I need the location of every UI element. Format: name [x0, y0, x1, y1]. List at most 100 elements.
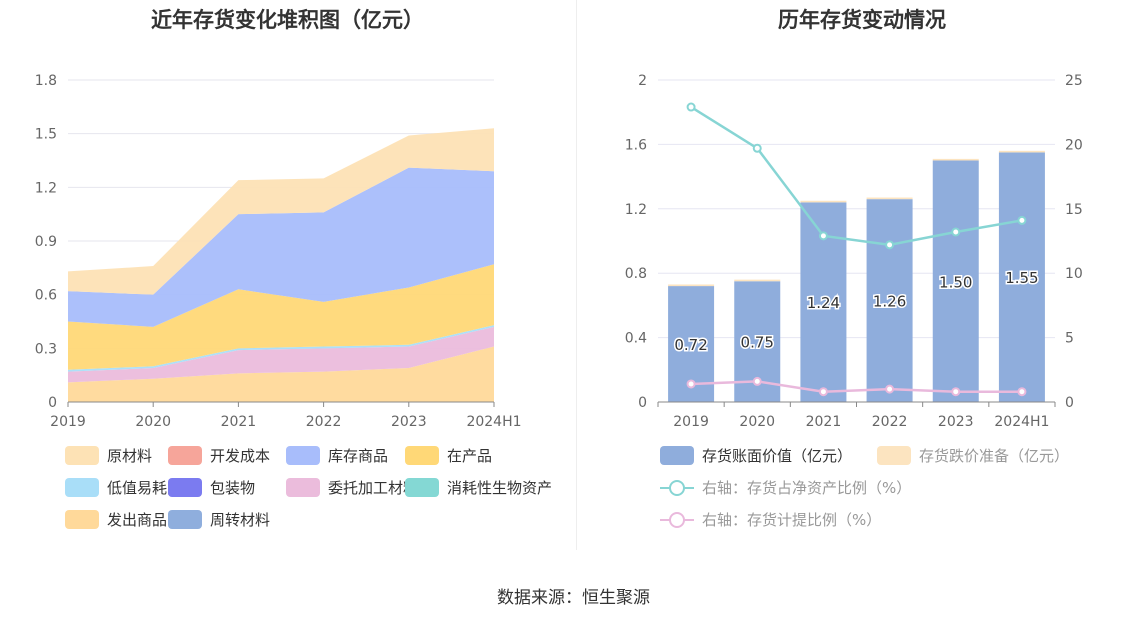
- left-legend-item[interactable]: 消耗性生物资产: [405, 477, 552, 498]
- provision-ratio-point: [752, 376, 762, 386]
- legend-label: 开发成本: [210, 447, 271, 465]
- provision-ratio-point: [951, 387, 961, 397]
- left-legend-item[interactable]: 库存商品: [286, 445, 388, 466]
- impairment-provision-bar: [668, 284, 715, 287]
- left-chart-title: 近年存货变化堆积图（亿元）: [151, 8, 424, 32]
- left-legend-item[interactable]: 低值易耗品: [65, 477, 182, 498]
- left-y-tick-label: 0: [48, 395, 57, 411]
- stacked-area-chart-panel: 近年存货变化堆积图（亿元） 0 0.3 0.6 0.9 1.2 1.5 1.8 2019 202…: [0, 0, 575, 560]
- left-x-tick-label: 2020: [135, 414, 171, 430]
- legend-label: 右轴：存货占净资产比例（%）: [702, 479, 912, 497]
- impairment-provision-bar: [734, 279, 781, 282]
- legend-label: 包装物: [210, 479, 256, 497]
- legend-label: 在产品: [447, 447, 493, 465]
- legend-label: 发出商品: [107, 511, 168, 529]
- net-asset-ratio-line: [690, 105, 1023, 247]
- left-legend-item[interactable]: 在产品: [405, 445, 492, 466]
- legend-swatch: [168, 446, 202, 465]
- legend-swatch: [660, 478, 694, 497]
- right-left-y-tick-label: 0: [638, 395, 647, 411]
- provision-ratio-point: [818, 387, 828, 397]
- legend-swatch: [286, 478, 320, 497]
- left-x-tick-label: 2022: [306, 414, 342, 430]
- area-series-9: [68, 128, 494, 295]
- legend-swatch: [65, 510, 99, 529]
- legend-label: 库存商品: [328, 447, 389, 465]
- right-legend-item[interactable]: 右轴：存货占净资产比例（%）: [660, 477, 911, 498]
- bar-value-label: 1.24: [807, 294, 840, 312]
- impairment-provision-bar: [998, 150, 1045, 153]
- left-legend-item[interactable]: 包装物: [168, 477, 255, 498]
- net-asset-ratio-point: [885, 240, 895, 250]
- right-left-y-tick-label: 0.4: [625, 331, 647, 347]
- left-legend-item[interactable]: 发出商品: [65, 509, 167, 530]
- left-y-tick-label: 1.2: [35, 180, 57, 196]
- right-x-tick-label: 2022: [872, 414, 908, 430]
- net-asset-ratio-point: [818, 231, 828, 241]
- area-series-7: [68, 264, 494, 370]
- right-right-y-tick-label: 0: [1065, 395, 1074, 411]
- left-legend-item[interactable]: 原材料: [65, 445, 152, 466]
- legend-label: 存货账面价值（亿元）: [702, 447, 853, 465]
- left-legend-item[interactable]: 周转材料: [168, 509, 270, 530]
- right-x-tick-label: 2021: [806, 414, 842, 430]
- legend-label: 委托加工材料: [328, 479, 419, 497]
- right-left-y-tick-label: 2: [638, 73, 647, 89]
- left-legend-item[interactable]: 开发成本: [168, 445, 270, 466]
- left-legend-item[interactable]: 委托加工材料: [286, 477, 418, 498]
- provision-ratio-point: [1017, 387, 1027, 397]
- legend-label: 存货跌价准备（亿元）: [919, 447, 1070, 465]
- left-y-tick-label: 0.9: [35, 234, 57, 250]
- provision-ratio-point: [885, 384, 895, 394]
- bar-value-label: 1.26: [873, 293, 906, 311]
- right-left-y-tick-label: 1.6: [625, 137, 647, 153]
- legend-swatch: [877, 446, 911, 465]
- bar-value-label: 0.75: [741, 334, 774, 352]
- inventory-value-bar: [998, 152, 1045, 402]
- area-series-8: [68, 167, 494, 327]
- impairment-provision-bar: [800, 200, 847, 203]
- stacked-area-chart: 0 0.3 0.6 0.9 1.2 1.5 1.8 2019 2020 2021 2022 2023 2…: [35, 73, 522, 430]
- inventory-value-bar: [932, 160, 979, 402]
- right-legend-item[interactable]: 存货账面价值（亿元）: [660, 445, 852, 466]
- inventory-change-chart-panel: 历年存货变动情况 0 0.4 0.8 1.2 1.6 2 0 5 10 15 20 25 0.72 0.7…: [577, 0, 1147, 560]
- area-series-3: [68, 325, 494, 372]
- area-series-1: [68, 326, 494, 383]
- left-y-tick-label: 1.5: [35, 127, 57, 143]
- inventory-value-bar: [866, 199, 913, 402]
- left-y-tick-label: 0.3: [35, 341, 57, 357]
- right-legend-item[interactable]: 存货跌价准备（亿元）: [877, 445, 1069, 466]
- right-x-tick-label: 2020: [739, 414, 775, 430]
- impairment-provision-bar: [866, 197, 913, 200]
- left-y-tick-label: 0.6: [35, 288, 57, 304]
- legend-swatch: [405, 446, 439, 465]
- right-x-tick-label: 2024H1: [994, 414, 1049, 430]
- right-legend-item[interactable]: 右轴：存货计提比例（%）: [660, 509, 881, 530]
- left-x-tick-label: 2019: [50, 414, 86, 430]
- legend-swatch: [660, 510, 694, 529]
- right-x-tick-label: 2023: [938, 414, 974, 430]
- right-chart-title: 历年存货变动情况: [778, 8, 946, 32]
- legend-swatch: [65, 478, 99, 497]
- right-x-tick-label: 2019: [673, 414, 709, 430]
- legend-swatch: [405, 478, 439, 497]
- legend-label: 周转材料: [210, 511, 271, 529]
- data-source-note: 数据来源：恒生聚源: [497, 588, 650, 608]
- left-x-tick-label: 2023: [391, 414, 427, 430]
- area-series-0: [68, 346, 494, 402]
- right-left-y-tick-label: 0.8: [625, 266, 647, 282]
- bar-value-label: 0.72: [674, 336, 707, 354]
- legend-swatch: [65, 446, 99, 465]
- right-right-y-tick-label: 15: [1065, 202, 1083, 218]
- right-left-y-tick-label: 1.2: [625, 202, 647, 218]
- left-x-tick-label: 2024H1: [466, 414, 521, 430]
- legend-label: 消耗性生物资产: [447, 479, 553, 497]
- right-right-y-tick-label: 25: [1065, 73, 1083, 89]
- net-asset-ratio-point: [951, 227, 961, 237]
- legend-label: 原材料: [107, 447, 153, 465]
- bar-value-label: 1.55: [1005, 269, 1038, 287]
- legend-swatch: [286, 446, 320, 465]
- legend-swatch: [168, 478, 202, 497]
- net-asset-ratio-point: [1017, 215, 1027, 225]
- impairment-provision-bar: [932, 158, 979, 161]
